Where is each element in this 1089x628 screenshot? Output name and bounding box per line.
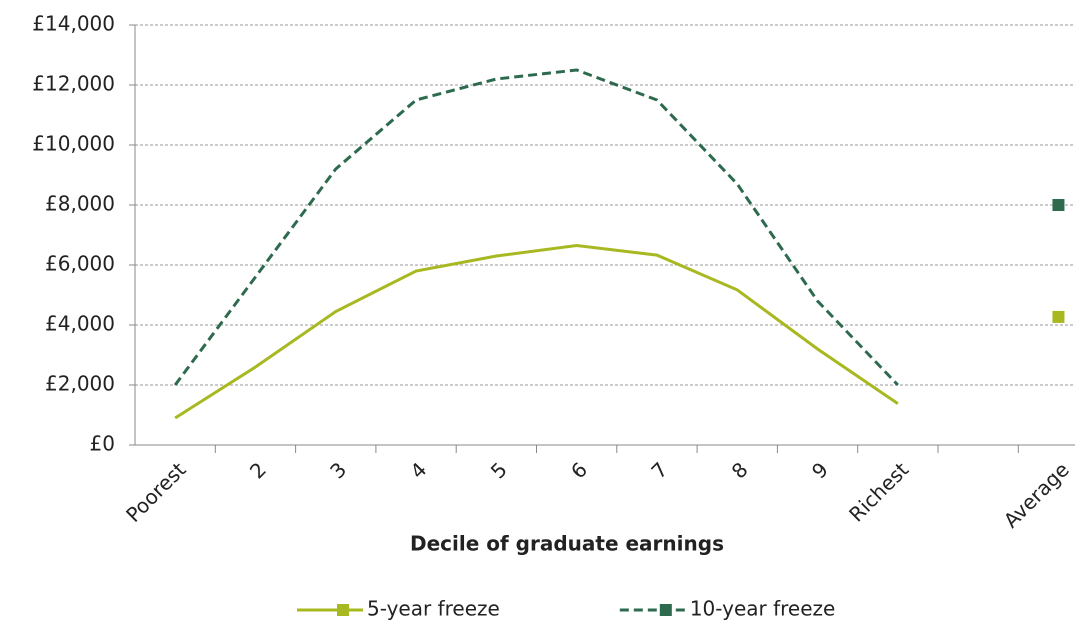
y-tick-label: £8,000 xyxy=(45,192,115,216)
legend-marker xyxy=(337,604,349,616)
series-marker xyxy=(1052,310,1065,323)
x-tick-label: Average xyxy=(999,457,1074,532)
legend-marker xyxy=(659,604,672,616)
legend-label: 10-year freeze xyxy=(690,597,836,621)
x-tick-label: 7 xyxy=(646,457,672,483)
x-tick-label: Richest xyxy=(844,457,913,526)
x-tick-label: 9 xyxy=(807,457,833,483)
x-tick-label: Poorest xyxy=(121,457,191,527)
y-tick-label: £2,000 xyxy=(45,372,115,396)
x-tick-label: 6 xyxy=(566,457,592,483)
series-line xyxy=(174,243,899,420)
y-tick-label: £4,000 xyxy=(45,312,115,336)
x-tick-label: 4 xyxy=(405,457,431,483)
x-tick-label: 8 xyxy=(727,457,753,483)
legend-label: 5-year freeze xyxy=(367,597,500,621)
y-tick-label: £6,000 xyxy=(45,252,115,276)
series-marker xyxy=(1052,199,1065,211)
y-tick-label: £10,000 xyxy=(32,132,115,156)
x-tick-label: 3 xyxy=(325,457,351,483)
x-axis-label: Decile of graduate earnings xyxy=(410,532,724,556)
series-line xyxy=(173,68,899,387)
y-tick-label: £12,000 xyxy=(32,72,115,96)
x-tick-label: 5 xyxy=(486,457,512,483)
y-tick-label: £14,000 xyxy=(32,12,115,36)
x-tick-label: 2 xyxy=(245,457,271,483)
y-tick-label: £0 xyxy=(90,432,115,456)
